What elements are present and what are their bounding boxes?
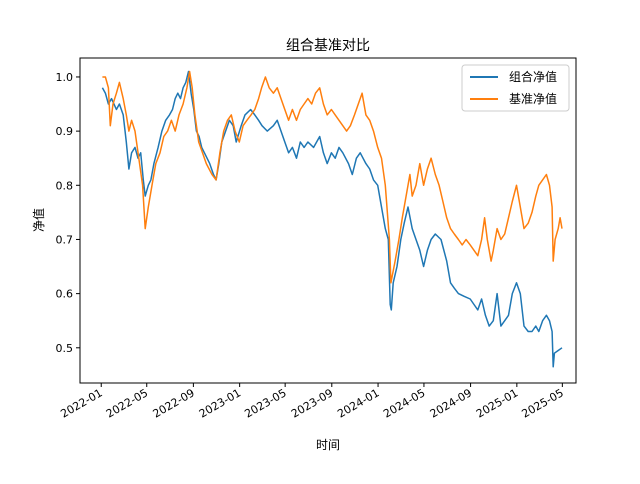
legend-label-portfolio: 组合净值 <box>509 69 557 84</box>
y-axis-label: 净值 <box>31 208 46 232</box>
x-axis-label: 时间 <box>316 438 340 452</box>
series-line-0 <box>101 70 563 368</box>
y-tick-label-3: 0.8 <box>56 179 74 192</box>
y-tick-label-2: 0.7 <box>56 233 74 246</box>
y-tick-label-5: 1.0 <box>56 71 74 84</box>
y-axis: 0.5 0.6 0.7 0.8 0.9 1.0 <box>56 71 80 355</box>
y-tick-label-4: 0.9 <box>56 125 74 138</box>
series-lines <box>101 70 563 368</box>
y-tick-label-0: 0.5 <box>56 342 74 355</box>
legend-label-benchmark: 基准净值 <box>509 91 557 106</box>
series-line-1 <box>102 70 563 284</box>
legend: 组合净值 基准净值 <box>461 64 570 112</box>
y-tick-label-1: 0.6 <box>56 288 74 301</box>
plot-area-frame <box>79 57 577 384</box>
chart-title: 组合基准对比 <box>286 37 370 54</box>
